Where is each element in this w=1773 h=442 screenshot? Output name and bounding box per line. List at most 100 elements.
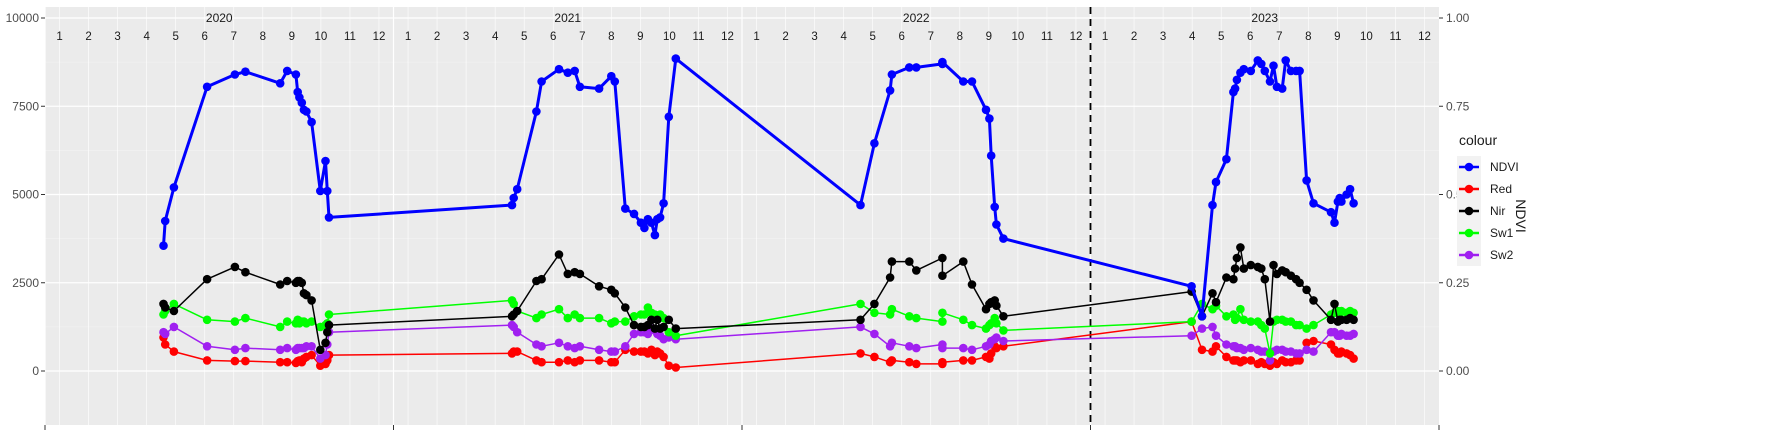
- month-label: 4: [143, 31, 150, 43]
- month-label: 12: [1070, 31, 1083, 43]
- data-point-sw1: [1309, 320, 1318, 330]
- data-point-sw2: [169, 322, 179, 332]
- month-label: 12: [373, 31, 386, 43]
- data-point-sw1: [554, 304, 564, 314]
- data-point-ndvi: [981, 105, 991, 115]
- data-point-sw2: [241, 343, 250, 353]
- month-label: 12: [721, 31, 734, 43]
- data-point-nir: [275, 280, 285, 289]
- data-point-ndvi: [870, 139, 879, 148]
- data-point-red: [554, 357, 564, 367]
- month-label: 4: [492, 31, 499, 43]
- month-label: 6: [1247, 31, 1253, 43]
- data-point-ndvi: [537, 77, 546, 86]
- data-point-nir: [1246, 260, 1256, 270]
- series-nir: [159, 243, 1358, 355]
- data-point-red: [912, 359, 921, 369]
- month-label: 7: [231, 31, 237, 43]
- data-point-nir: [671, 324, 681, 333]
- legend-title: colour: [1459, 132, 1497, 148]
- data-point-ndvi: [985, 114, 994, 123]
- data-point-red: [986, 349, 996, 358]
- data-point-nir: [959, 257, 968, 266]
- data-point-sw1: [1265, 349, 1275, 358]
- data-point-sw2: [1197, 324, 1207, 333]
- data-point-sw2: [856, 322, 865, 332]
- data-point-sw2: [610, 347, 620, 356]
- data-point-nir: [512, 306, 522, 316]
- data-point-sw1: [275, 322, 285, 332]
- data-point-sw1: [905, 312, 914, 321]
- month-label: 2: [1131, 31, 1137, 43]
- data-point-nir: [885, 273, 895, 282]
- data-point-ndvi: [282, 66, 292, 76]
- data-point-sw2: [1309, 347, 1318, 356]
- month-label: 10: [663, 31, 676, 43]
- data-point-red: [967, 356, 977, 365]
- legend-key-point: [1464, 250, 1474, 260]
- data-point-ndvi: [159, 241, 168, 250]
- data-point-red: [594, 356, 604, 365]
- data-point-sw2: [1239, 345, 1249, 355]
- month-label: 6: [550, 31, 556, 43]
- month-label: 12: [1418, 31, 1431, 43]
- series-sw2: [159, 320, 1358, 365]
- data-point-nir: [282, 276, 292, 286]
- month-label: 5: [1218, 31, 1224, 43]
- data-point-red: [905, 357, 914, 367]
- data-point-sw1: [509, 299, 518, 309]
- data-point-sw1: [856, 299, 865, 309]
- year-label: 2020: [206, 11, 233, 25]
- data-point-red: [671, 363, 681, 372]
- left-axis-tick-label: 5000: [12, 188, 39, 202]
- data-point-nir: [664, 315, 674, 325]
- data-point-nir: [1230, 264, 1240, 273]
- data-point-ndvi: [664, 112, 674, 122]
- data-point-ndvi: [1349, 199, 1358, 208]
- left-axis-tick-label: 0: [32, 364, 39, 378]
- data-point-sw2: [1265, 356, 1275, 365]
- month-label: 5: [869, 31, 875, 43]
- data-point-ndvi: [532, 107, 541, 116]
- data-point-red: [1222, 352, 1231, 362]
- month-label: 9: [986, 31, 992, 43]
- data-point-ndvi: [1345, 184, 1355, 194]
- data-point-sw1: [169, 299, 179, 309]
- month-label: 7: [579, 31, 585, 43]
- data-point-nir: [297, 278, 307, 288]
- data-point-nir: [1330, 299, 1339, 309]
- month-label: 3: [1160, 31, 1166, 43]
- data-point-red: [938, 357, 947, 367]
- data-point-sw1: [992, 319, 1001, 328]
- data-point-sw1: [537, 310, 546, 319]
- year-label: 2021: [554, 11, 581, 25]
- data-point-sw2: [1187, 331, 1196, 341]
- right-axis-tick-label: 0.25: [1446, 276, 1470, 290]
- data-point-nir: [1236, 243, 1245, 252]
- data-point-sw2: [202, 342, 212, 351]
- month-label: 9: [637, 31, 643, 43]
- data-point-red: [230, 356, 240, 366]
- data-point-red: [629, 347, 639, 356]
- data-point-nir: [324, 320, 334, 330]
- data-point-ndvi: [990, 202, 999, 212]
- data-point-sw1: [1232, 313, 1242, 323]
- data-point-ndvi: [1222, 154, 1231, 164]
- data-point-ndvi: [1309, 199, 1318, 208]
- data-point-nir: [1349, 315, 1358, 325]
- data-point-ndvi: [554, 64, 564, 74]
- month-label: 1: [753, 31, 759, 43]
- month-label: 8: [1305, 31, 1311, 43]
- data-point-red: [307, 350, 316, 360]
- month-label: 4: [840, 31, 847, 43]
- legend-key-point: [1464, 206, 1474, 216]
- data-point-sw1: [202, 315, 212, 325]
- data-point-sw1: [1295, 320, 1304, 330]
- legend-key-point: [1464, 228, 1474, 238]
- data-point-ndvi: [1208, 200, 1217, 210]
- data-point-red: [1246, 356, 1256, 365]
- data-point-sw2: [1208, 322, 1217, 332]
- data-point-sw2: [321, 350, 330, 360]
- month-label: 10: [1011, 31, 1024, 43]
- data-point-sw2: [1222, 340, 1231, 349]
